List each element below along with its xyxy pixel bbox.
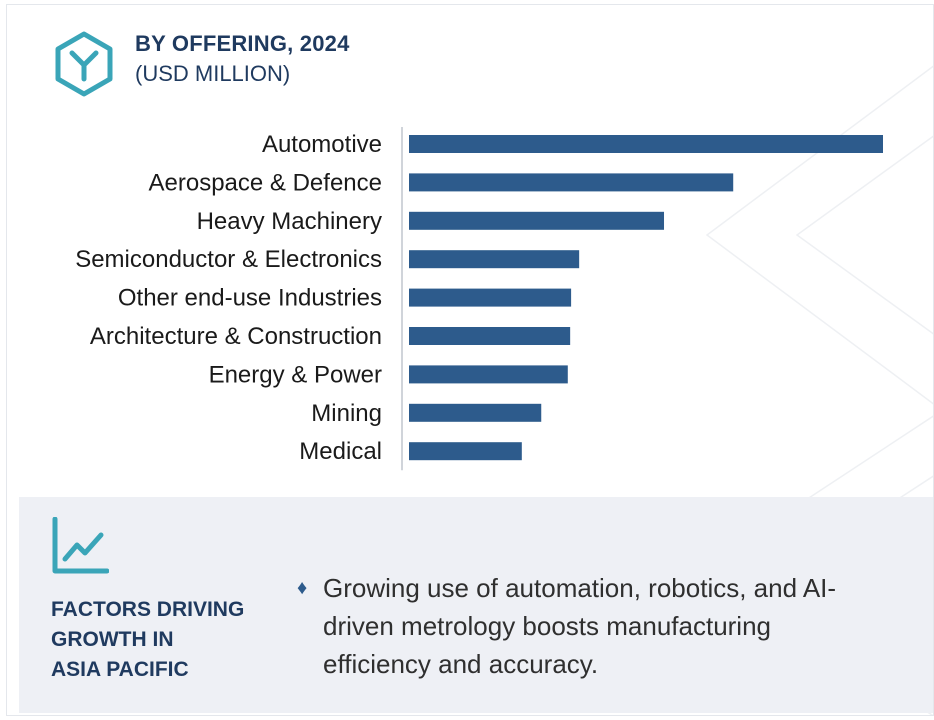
factors-panel: FACTORS DRIVING GROWTH IN ASIA PACIFIC ♦… (19, 497, 933, 713)
bar-chart: Automotive Aerospace & Defence Heavy Machi… (75, 127, 883, 471)
infographic-card: BY OFFERING, 2024 (USD MILLION) Automoti… (6, 4, 934, 716)
bar (409, 250, 580, 269)
factors-text: Growing use of automation, robotics, and… (323, 573, 837, 679)
factors-title-line: ASIA PACIFIC (51, 658, 189, 681)
category-label: Other end-use Industries (118, 285, 382, 312)
factors-title: FACTORS DRIVING GROWTH IN ASIA PACIFIC (51, 595, 244, 685)
bar (409, 403, 542, 422)
cube-y-icon (55, 31, 113, 97)
bar (409, 442, 522, 461)
category-label: Energy & Power (209, 361, 382, 388)
bar (409, 365, 568, 384)
chart-title: BY OFFERING, 2024 (135, 31, 350, 56)
category-label: Automotive (262, 131, 382, 158)
factors-title-line: GROWTH IN (51, 628, 174, 651)
bar (409, 211, 665, 230)
bar (409, 288, 572, 307)
category-label: Aerospace & Defence (149, 169, 382, 196)
bar (409, 327, 571, 345)
category-label: Medical (299, 438, 382, 465)
bar (409, 173, 734, 192)
category-label: Mining (311, 400, 382, 427)
trend-chart-icon (52, 517, 109, 574)
category-label: Architecture & Construction (90, 323, 382, 350)
diamond-bullet-icon: ♦ (297, 577, 308, 599)
category-label: Heavy Machinery (197, 208, 382, 235)
chart-subtitle: (USD MILLION) (135, 61, 291, 86)
bar (409, 135, 883, 153)
factors-title-line: FACTORS DRIVING (51, 598, 245, 621)
category-label: Semiconductor & Electronics (75, 246, 382, 273)
